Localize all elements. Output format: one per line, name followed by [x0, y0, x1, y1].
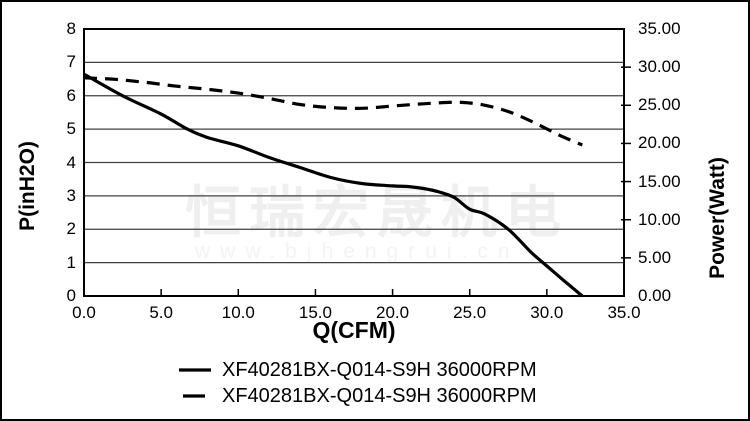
- x-axis-tick-label: 0.0: [72, 303, 96, 322]
- right-axis-tick-label: 25.00: [638, 95, 681, 115]
- plot-border: [83, 28, 625, 297]
- x-axis-tick-label: 25.0: [453, 303, 487, 322]
- curve-power: [83, 76, 583, 147]
- left-axis-title: P(inH2O): [16, 141, 39, 231]
- x-axis-tick-label: 30.0: [530, 303, 564, 322]
- legend-item-pressure-curve: XF40281BX-Q014-S9H 36000RPM: [178, 357, 537, 383]
- left-axis-tick-label: 7: [66, 52, 76, 72]
- left-axis-tick-label: 2: [66, 219, 76, 239]
- curves: [83, 72, 584, 298]
- left-axis-tick-label: 5: [66, 119, 76, 139]
- right-axis-tick-label: 35.00: [638, 19, 681, 38]
- watermark-company-text: 恒瑞宏晟机电: [185, 181, 569, 244]
- right-axis-tick-label: 5.00: [638, 247, 672, 267]
- legend-label: XF40281BX-Q014-S9H 36000RPM: [222, 384, 537, 407]
- x-axis-tick-label: 15.0: [298, 303, 332, 322]
- left-axis-tick-label: 3: [66, 185, 76, 205]
- x-axis-tick-label: 5.0: [149, 303, 173, 322]
- right-axis-tick-label: 0.00: [638, 286, 672, 305]
- x-axis-tick-label: 10.0: [221, 303, 255, 322]
- left-axis-tick-label: 1: [66, 252, 76, 272]
- legend-label: XF40281BX-Q014-S9H 36000RPM: [222, 358, 537, 381]
- dashed-line-icon: [183, 394, 205, 398]
- legend-item-power-curve: XF40281BX-Q014-S9H 36000RPM: [178, 383, 537, 409]
- left-axis-tick-label: 8: [66, 19, 76, 38]
- left-axis-tick-label: 0: [66, 286, 76, 305]
- axis-ticks: [160, 66, 631, 296]
- left-axis-tick-label: 4: [66, 152, 76, 172]
- curve-pressure: [83, 72, 584, 298]
- right-axis-tick-label: 10.00: [638, 209, 681, 229]
- watermark-website-text: www.bjhengrui.cn: [195, 240, 520, 263]
- right-axis-tick-label: 30.00: [638, 57, 681, 77]
- right-axis-tick-label: 20.00: [638, 133, 681, 153]
- x-axis-tick-label: 20.0: [376, 303, 410, 322]
- x-axis-tick-label: 35.0: [607, 303, 641, 322]
- solid-line-icon: [179, 368, 211, 372]
- x-axis-title: Q(CFM): [312, 317, 396, 343]
- legend: XF40281BX-Q014-S9H 36000RPM XF40281BX-Q0…: [178, 357, 537, 409]
- right-axis-title: Power(Watt): [706, 157, 729, 279]
- left-axis-tick-label: 6: [66, 85, 76, 105]
- right-axis-tick-label: 15.00: [638, 171, 681, 191]
- gridlines: [84, 61, 624, 264]
